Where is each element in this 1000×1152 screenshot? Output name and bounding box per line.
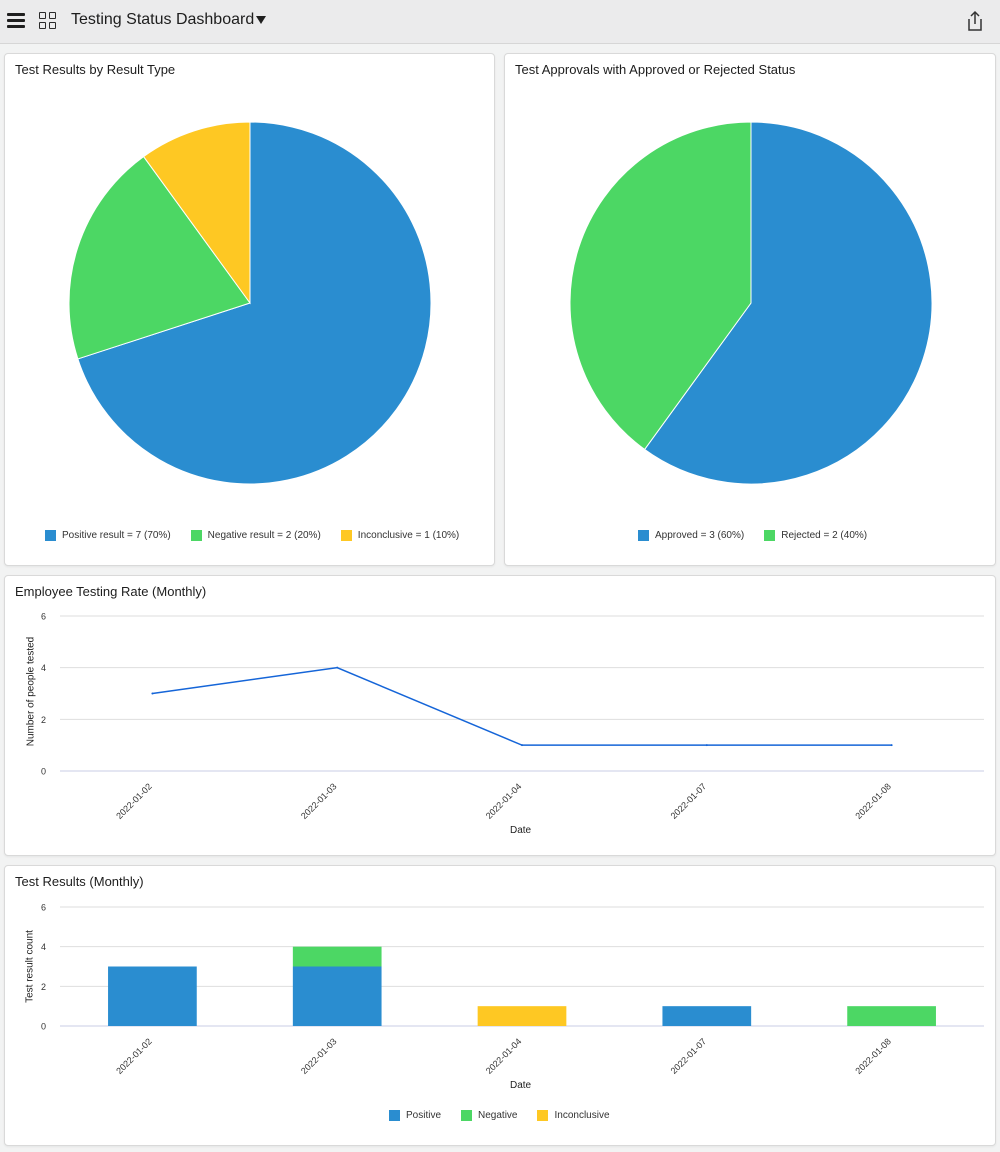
y-tick-label: 0 bbox=[41, 1022, 46, 1032]
approvals-card: Test Approvals with Approved or Rejected… bbox=[504, 53, 996, 566]
x-tick-label: 2022-01-02 bbox=[114, 781, 154, 821]
legend-swatch bbox=[190, 530, 202, 541]
legend-swatch bbox=[461, 1110, 473, 1121]
line-point[interactable] bbox=[521, 744, 523, 747]
y-tick-label: 6 bbox=[41, 903, 46, 913]
y-tick-label: 2 bbox=[41, 982, 46, 992]
testing-rate-line-chart: 0 2 4 6 2022-01-02 2022-01-03 2022-01-04 2022-0… bbox=[41, 612, 984, 821]
bar-positive[interactable] bbox=[108, 966, 197, 1027]
result-type-title: Test Results by Result Type bbox=[15, 62, 176, 77]
x-tick-label: 2022-01-04 bbox=[484, 781, 524, 821]
pie-slice-inconclusive[interactable] bbox=[142, 121, 251, 305]
x-tick-label: 2022-01-04 bbox=[484, 1036, 524, 1076]
caret-down-icon[interactable] bbox=[255, 14, 267, 26]
y-tick-label: 4 bbox=[41, 663, 46, 673]
legend-item-positive[interactable]: Positive bbox=[389, 1110, 441, 1121]
legend-label: Positive result = 7 (70%) bbox=[62, 530, 171, 541]
bar-positive[interactable] bbox=[662, 1006, 752, 1026]
bar-positive[interactable] bbox=[292, 966, 382, 1027]
testing-rate-card: Employee Testing Rate (Monthly) 0 2 4 6 2022… bbox=[4, 575, 996, 856]
legend-label: Approved = 3 (60%) bbox=[655, 530, 745, 541]
bar-inconclusive[interactable] bbox=[477, 1006, 567, 1026]
test-results-y-axis-label: Test result count bbox=[24, 930, 36, 1003]
y-tick-label: 4 bbox=[41, 942, 46, 952]
test-results-x-axis-label: Date bbox=[510, 1080, 532, 1091]
x-tick-label: 2022-01-07 bbox=[669, 781, 709, 821]
pie-slice-negative-result[interactable] bbox=[68, 155, 251, 360]
x-tick-label: 2022-01-03 bbox=[299, 1036, 339, 1076]
legend-swatch bbox=[45, 530, 56, 541]
legend-swatch bbox=[389, 1110, 400, 1121]
legend-item-approved[interactable]: Approved = 3 (60%) bbox=[638, 530, 744, 541]
test-results-bar-chart: 0 2 4 6 2022-01-02 2022-01-03 2022-01-04 2022-0… bbox=[41, 903, 984, 1076]
y-tick-label: 2 bbox=[41, 715, 46, 725]
result-type-pie-chart bbox=[68, 121, 432, 485]
legend-label: Positive bbox=[406, 1110, 442, 1121]
grid-icon[interactable] bbox=[39, 12, 57, 30]
test-results-title: Test Results (Monthly) bbox=[15, 874, 144, 889]
pie-slice-rejected[interactable] bbox=[569, 121, 752, 451]
legend-item-rejected[interactable]: Rejected = 2 (40%) bbox=[764, 530, 867, 541]
pie-slice-positive-result[interactable] bbox=[77, 121, 432, 485]
line-point[interactable] bbox=[890, 744, 893, 747]
legend-item-positive-result[interactable]: Positive result = 7 (70%) bbox=[45, 530, 171, 541]
legend-label: Negative bbox=[478, 1110, 518, 1121]
test-results-card: Test Results (Monthly) 0 2 4 6 2022-01-02 202… bbox=[4, 865, 996, 1146]
legend-label: Negative result = 2 (20%) bbox=[207, 530, 321, 541]
approvals-title: Test Approvals with Approved or Rejected… bbox=[515, 62, 796, 77]
hamburger-menu-icon[interactable] bbox=[7, 13, 25, 28]
bar-negative[interactable] bbox=[292, 946, 382, 967]
pie-slice-approved[interactable] bbox=[643, 121, 933, 485]
legend-item-negative[interactable]: Negative bbox=[461, 1110, 517, 1121]
dashboard-title[interactable]: Testing Status Dashboard bbox=[71, 11, 255, 28]
line-point[interactable] bbox=[151, 692, 154, 695]
x-tick-label: 2022-01-02 bbox=[114, 1036, 154, 1076]
x-tick-label: 2022-01-07 bbox=[669, 1036, 709, 1076]
testing-rate-line[interactable] bbox=[152, 666, 892, 746]
legend-label: Inconclusive bbox=[554, 1110, 610, 1121]
x-tick-label: 2022-01-03 bbox=[299, 781, 339, 821]
testing-rate-title: Employee Testing Rate (Monthly) bbox=[15, 584, 207, 599]
result-type-legend: Positive result = 7 (70%) Negative resul… bbox=[45, 530, 459, 541]
legend-label: Rejected = 2 (40%) bbox=[781, 530, 868, 541]
legend-label: Inconclusive = 1 (10%) bbox=[357, 530, 460, 541]
x-tick-label: 2022-01-08 bbox=[853, 1036, 893, 1076]
result-type-card: Test Results by Result Type Positive res… bbox=[4, 53, 495, 566]
bar-negative[interactable] bbox=[847, 1006, 936, 1026]
testing-rate-x-axis-label: Date bbox=[510, 825, 532, 836]
test-results-legend: Positive Negative Inconclusive bbox=[389, 1110, 610, 1121]
line-point[interactable] bbox=[705, 744, 708, 747]
y-tick-label: 6 bbox=[41, 612, 46, 622]
legend-item-inconclusive[interactable]: Inconclusive bbox=[537, 1110, 610, 1121]
legend-swatch bbox=[764, 530, 776, 541]
testing-rate-y-axis-label: Number of people tested bbox=[25, 636, 37, 747]
legend-swatch bbox=[537, 1110, 549, 1121]
legend-swatch bbox=[638, 530, 649, 541]
approvals-legend: Approved = 3 (60%) Rejected = 2 (40%) bbox=[638, 530, 867, 541]
line-point[interactable] bbox=[336, 666, 339, 669]
top-bar: Testing Status Dashboard bbox=[0, 0, 1000, 44]
x-tick-label: 2022-01-08 bbox=[853, 781, 893, 821]
y-tick-label: 0 bbox=[41, 767, 46, 777]
share-icon[interactable] bbox=[965, 10, 985, 32]
legend-item-negative-result[interactable]: Negative result = 2 (20%) bbox=[190, 530, 321, 541]
legend-item-inconclusive[interactable]: Inconclusive = 1 (10%) bbox=[340, 530, 460, 541]
legend-swatch bbox=[340, 530, 352, 541]
approvals-pie-chart bbox=[569, 121, 933, 485]
